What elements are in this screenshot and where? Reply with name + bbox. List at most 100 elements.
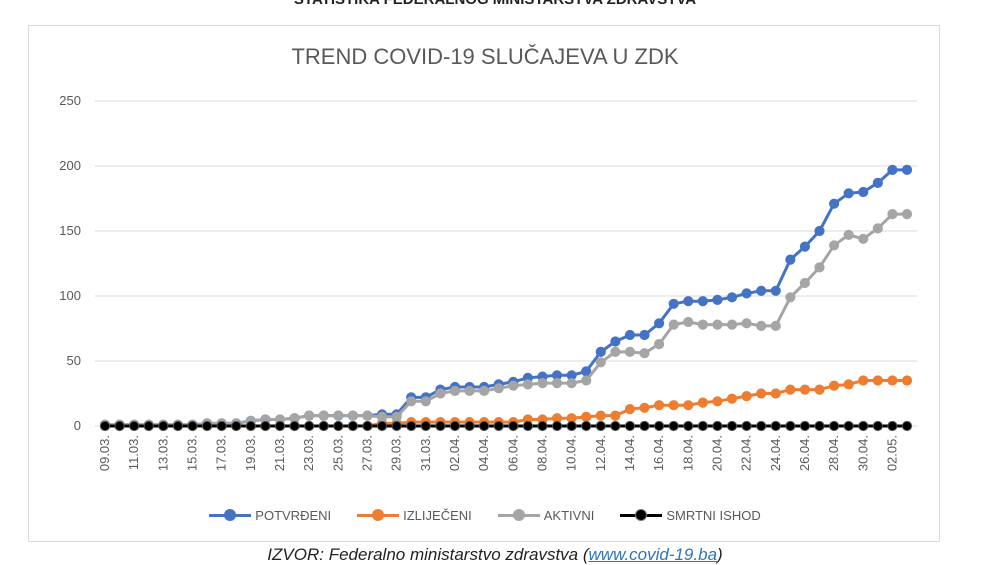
data-point-smrtni-ishod [770, 420, 781, 432]
x-tick-label-08.04.: 08.04. [534, 435, 549, 471]
data-point-potvrdeni [872, 177, 883, 188]
data-point-izlijeceni [683, 400, 694, 411]
data-point-izlijeceni [668, 400, 679, 411]
x-tick-label-10.04.: 10.04. [564, 435, 579, 471]
data-point-smrtni-ishod [712, 420, 723, 432]
data-point-aktivni [770, 320, 781, 331]
x-tick-label-06.04.: 06.04. [505, 435, 520, 471]
data-point-aktivni [610, 346, 621, 357]
data-point-aktivni [581, 375, 592, 386]
data-point-aktivni [843, 229, 854, 240]
x-tick-label-04.04.: 04.04. [476, 435, 491, 471]
data-point-smrtni-ishod [362, 420, 373, 432]
data-point-smrtni-ishod [260, 420, 271, 432]
data-point-smrtni-ishod [143, 420, 154, 432]
data-point-izlijeceni [858, 375, 869, 386]
x-tick-label-12.04.: 12.04. [593, 435, 608, 471]
data-point-izlijeceni [726, 393, 738, 404]
data-point-smrtni-ishod [333, 420, 344, 432]
data-point-aktivni [595, 357, 606, 368]
page-header: STATISTIKA FEDERALNOG MINISTARSTVA ZDRAV… [0, 0, 990, 8]
data-point-smrtni-ishod [639, 420, 650, 432]
data-point-smrtni-ishod [318, 420, 329, 432]
data-point-potvrdeni [785, 254, 796, 265]
data-point-aktivni [639, 348, 650, 359]
data-point-aktivni [493, 383, 504, 394]
x-tick-label-09.03.: 09.03. [97, 435, 112, 471]
x-tick-label-31.03.: 31.03. [418, 435, 433, 471]
data-point-izlijeceni [799, 384, 811, 395]
data-point-smrtni-ishod [741, 420, 752, 432]
data-point-smrtni-ishod [449, 420, 461, 432]
legend-label-izlijeceni: IZLIJEČENI [403, 507, 472, 523]
legend-marker-izlijeceni [357, 508, 400, 522]
data-point-potvrdeni [756, 285, 767, 296]
legend-item-smrtni-ishod: SMRTNI ISHOD [620, 507, 761, 523]
data-point-smrtni-ishod [872, 420, 883, 432]
data-point-izlijeceni [843, 379, 854, 390]
data-point-aktivni [391, 411, 402, 422]
data-point-smrtni-ishod [624, 420, 636, 432]
data-point-smrtni-ishod [654, 420, 665, 432]
data-point-izlijeceni [872, 375, 883, 386]
x-tick-label-23.03.: 23.03. [301, 435, 316, 471]
data-point-potvrdeni [610, 336, 621, 347]
source-link[interactable]: www.covid-19.ba [588, 545, 718, 564]
data-point-smrtni-ishod [420, 420, 431, 432]
data-point-aktivni [362, 410, 373, 421]
y-tick-label-200: 200 [59, 158, 81, 173]
data-point-smrtni-ishod [479, 420, 490, 432]
data-point-potvrdeni [828, 198, 840, 209]
data-point-smrtni-ishod [158, 420, 169, 432]
data-point-smrtni-ishod [99, 420, 111, 432]
data-point-smrtni-ishod [887, 420, 898, 432]
data-point-aktivni [537, 378, 548, 389]
x-tick-label-30.04.: 30.04. [855, 435, 870, 471]
data-point-aktivni [347, 410, 358, 421]
data-point-smrtni-ishod [201, 420, 213, 432]
x-tick-label-26.04.: 26.04. [797, 435, 812, 471]
legend-label-smrtni-ishod: SMRTNI ISHOD [666, 507, 761, 523]
x-tick-label-17.03.: 17.03. [214, 435, 229, 471]
caption-prefix: IZVOR: Federalno ministarstvo zdravstva … [267, 545, 589, 564]
data-point-potvrdeni [799, 241, 811, 252]
data-point-aktivni [726, 319, 738, 330]
x-tick-label-27.03.: 27.03. [359, 435, 374, 471]
data-point-aktivni [901, 209, 913, 220]
data-point-aktivni [522, 379, 533, 390]
chart-legend: POTVRĐENI IZLIJEČENI AKTIVNI SMRTNI ISHOD [29, 505, 941, 525]
data-point-potvrdeni [624, 329, 636, 341]
data-point-aktivni [814, 262, 825, 273]
data-point-smrtni-ishod [726, 420, 738, 432]
x-tick-label-25.03.: 25.03. [330, 435, 345, 471]
data-point-smrtni-ishod [683, 420, 694, 432]
data-point-smrtni-ishod [522, 420, 533, 432]
data-point-potvrdeni [697, 296, 708, 307]
data-point-izlijeceni [887, 375, 898, 386]
data-point-aktivni [479, 385, 490, 396]
data-point-aktivni [872, 223, 883, 234]
data-point-izlijeceni [624, 404, 636, 415]
data-point-smrtni-ishod [756, 420, 767, 432]
data-point-smrtni-ishod [843, 420, 854, 432]
data-point-smrtni-ishod [464, 420, 475, 432]
data-point-smrtni-ishod [493, 420, 504, 432]
data-point-potvrdeni [726, 292, 738, 303]
data-point-smrtni-ishod [595, 420, 606, 432]
data-point-aktivni [333, 410, 344, 421]
data-point-aktivni [304, 410, 315, 421]
data-point-smrtni-ishod [231, 420, 242, 432]
data-point-smrtni-ishod [114, 420, 125, 432]
data-point-potvrdeni [770, 285, 781, 296]
x-tick-label-20.04.: 20.04. [709, 435, 724, 471]
x-tick-label-24.04.: 24.04. [768, 435, 783, 471]
x-tick-label-13.03.: 13.03. [155, 435, 170, 471]
data-point-izlijeceni [697, 397, 708, 408]
data-point-smrtni-ishod [566, 420, 577, 432]
data-point-izlijeceni [595, 410, 606, 421]
data-point-smrtni-ishod [799, 420, 811, 432]
data-point-smrtni-ishod [304, 420, 315, 432]
data-point-aktivni [449, 385, 461, 396]
data-point-aktivni [741, 318, 752, 329]
y-tick-label-50: 50 [67, 353, 81, 368]
